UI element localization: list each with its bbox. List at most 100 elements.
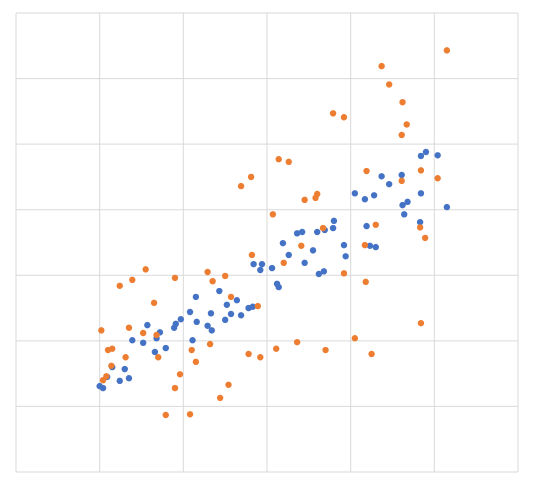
point: [192, 358, 200, 366]
point: [139, 339, 147, 347]
point: [404, 198, 411, 206]
point: [121, 365, 128, 373]
point: [378, 173, 385, 180]
point: [399, 98, 406, 106]
point: [98, 327, 105, 334]
point: [443, 47, 451, 54]
point: [151, 348, 159, 356]
point: [116, 377, 123, 385]
point: [104, 346, 112, 354]
point: [208, 327, 215, 334]
point: [129, 337, 136, 344]
point: [312, 194, 319, 202]
point: [301, 259, 308, 267]
point: [351, 335, 359, 342]
point: [443, 203, 451, 211]
point: [176, 371, 184, 378]
point: [225, 381, 232, 388]
point: [280, 259, 287, 267]
point: [417, 190, 425, 197]
point: [421, 234, 429, 242]
point: [216, 394, 224, 402]
point: [368, 350, 375, 358]
point: [399, 201, 406, 209]
point: [171, 274, 179, 282]
point: [361, 241, 369, 249]
point: [385, 180, 393, 188]
point: [188, 346, 195, 354]
point: [362, 278, 369, 286]
point: [329, 110, 337, 117]
point: [207, 310, 215, 317]
point: [319, 224, 327, 232]
point: [275, 283, 282, 291]
point: [150, 299, 158, 307]
point: [416, 218, 424, 226]
point: [248, 251, 256, 259]
point: [249, 303, 256, 310]
point: [398, 177, 405, 185]
point: [227, 310, 235, 318]
point: [320, 268, 328, 275]
point: [269, 211, 277, 218]
point: [398, 131, 405, 139]
point: [204, 268, 211, 276]
point: [258, 260, 266, 268]
point: [177, 316, 185, 323]
point: [309, 247, 317, 254]
point: [116, 282, 123, 289]
point: [108, 362, 115, 369]
point: [257, 266, 264, 274]
point: [417, 152, 425, 160]
point: [99, 377, 107, 384]
point: [298, 228, 306, 236]
point: [144, 321, 151, 329]
point: [245, 350, 252, 358]
point: [285, 158, 292, 166]
point: [403, 121, 410, 128]
point: [139, 329, 147, 337]
point: [329, 224, 337, 232]
point: [385, 81, 393, 88]
point: [434, 152, 441, 159]
point: [401, 211, 408, 218]
point: [142, 266, 149, 273]
point: [314, 228, 321, 236]
point: [417, 167, 425, 174]
point: [162, 344, 169, 352]
point: [275, 156, 282, 163]
point: [189, 337, 196, 344]
point: [422, 148, 430, 156]
point: [257, 354, 264, 361]
point: [268, 264, 276, 272]
point: [370, 192, 378, 199]
point: [340, 270, 348, 277]
point: [301, 196, 308, 204]
point: [372, 221, 379, 228]
point: [129, 276, 136, 284]
point: [186, 411, 194, 418]
point: [209, 277, 216, 285]
point: [363, 222, 370, 230]
point: [361, 196, 369, 203]
point: [237, 312, 245, 319]
point: [186, 308, 194, 316]
point: [372, 243, 379, 251]
point: [247, 173, 255, 181]
point: [162, 411, 169, 419]
point: [340, 114, 348, 121]
point: [250, 260, 257, 268]
point: [122, 354, 129, 361]
point: [293, 230, 301, 237]
point: [378, 62, 385, 70]
point: [285, 251, 292, 259]
point: [192, 293, 200, 301]
point: [155, 354, 162, 361]
point: [171, 384, 179, 392]
point: [293, 338, 301, 346]
point: [204, 322, 211, 329]
point: [342, 253, 349, 260]
point: [351, 190, 359, 197]
point: [298, 242, 305, 249]
point: [322, 346, 329, 354]
